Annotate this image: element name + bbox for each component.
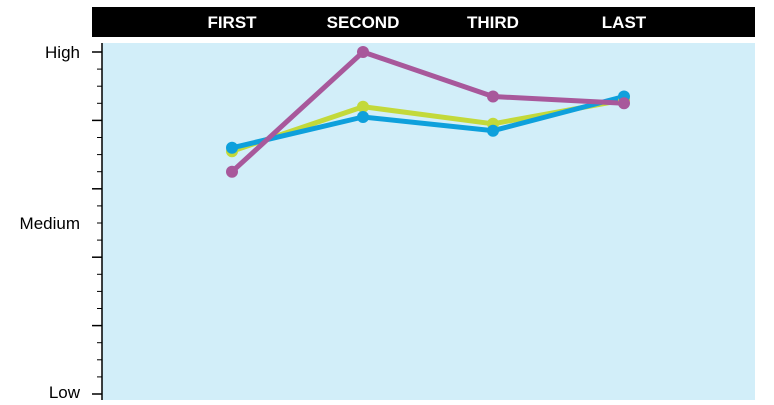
data-point (487, 124, 499, 137)
category-label: SECOND (327, 13, 400, 32)
y-tick-label: Low (49, 383, 81, 400)
category-header-bar (92, 7, 755, 37)
y-axis: High Medium Low (20, 43, 103, 402)
data-point (357, 46, 369, 58)
category-label: THIRD (467, 13, 519, 32)
y-tick-label: Medium (20, 214, 80, 233)
data-point (618, 97, 630, 110)
category-label: FIRST (207, 13, 257, 32)
data-point (226, 141, 238, 154)
category-labels: FIRST SECOND THIRD LAST (207, 13, 646, 32)
series-line (229, 94, 627, 151)
data-point (357, 111, 369, 123)
series-points (226, 46, 630, 178)
data-point (357, 100, 369, 113)
series-lines (229, 49, 627, 175)
plot-area (102, 43, 755, 400)
y-labels: High Medium Low (20, 43, 81, 402)
data-point (487, 90, 499, 103)
y-ticks (92, 51, 102, 395)
data-point (226, 165, 238, 178)
series-line (229, 49, 627, 175)
y-tick-label: High (45, 43, 80, 62)
category-label: LAST (602, 13, 647, 32)
